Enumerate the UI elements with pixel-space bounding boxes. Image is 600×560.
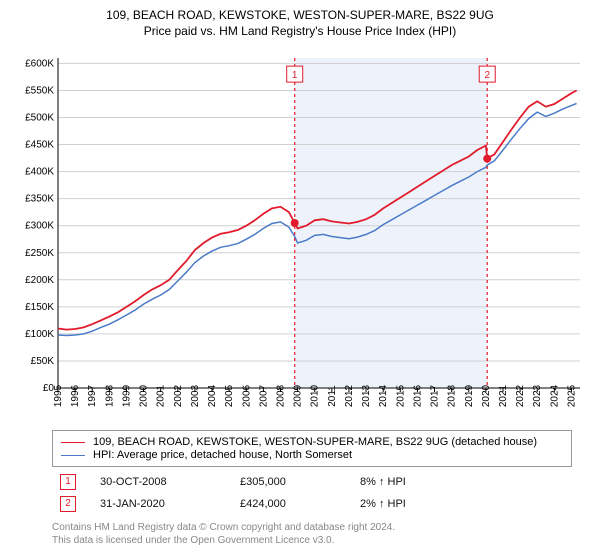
marker-row: 1 30-OCT-2008£305,0008% ↑ HPI <box>52 471 572 493</box>
y-tick-label: £350K <box>25 194 54 205</box>
y-tick-label: £100K <box>25 329 54 340</box>
y-tick-label: £450K <box>25 140 54 151</box>
legend-label: HPI: Average price, detached house, Nort… <box>93 449 352 461</box>
markers-table: 1 30-OCT-2008£305,0008% ↑ HPI 2 31-JAN-2020… <box>52 471 572 515</box>
y-tick-label: £600K <box>25 58 54 69</box>
legend-swatch <box>61 455 85 456</box>
line-chart-svg: £0£50K£100K£150K£200K£250K£300K£350K£400… <box>12 44 588 424</box>
legend-row: 109, BEACH ROAD, KEWSTOKE, WESTON-SUPER-… <box>61 436 563 448</box>
marker-delta: 2% ↑ HPI <box>352 493 572 515</box>
marker-price: £424,000 <box>232 493 352 515</box>
marker-price: £305,000 <box>232 471 352 493</box>
footer-attribution: Contains HM Land Registry data © Crown c… <box>52 521 588 547</box>
marker-icon: 2 <box>60 496 76 512</box>
y-tick-label: £300K <box>25 221 54 232</box>
marker-point <box>483 155 491 163</box>
y-tick-label: £550K <box>25 85 54 96</box>
legend-row: HPI: Average price, detached house, Nort… <box>61 449 563 461</box>
footer-line-2: This data is licensed under the Open Gov… <box>52 534 588 547</box>
marker-number: 2 <box>484 70 490 81</box>
marker-date: 30-OCT-2008 <box>92 471 232 493</box>
marker-number: 1 <box>292 70 298 81</box>
legend-label: 109, BEACH ROAD, KEWSTOKE, WESTON-SUPER-… <box>93 436 537 448</box>
legend: 109, BEACH ROAD, KEWSTOKE, WESTON-SUPER-… <box>52 430 572 467</box>
chart-area: £0£50K£100K£150K£200K£250K£300K£350K£400… <box>12 44 588 424</box>
title-line-2: Price paid vs. HM Land Registry's House … <box>12 24 588 38</box>
marker-icon-cell: 2 <box>52 493 92 515</box>
marker-delta: 8% ↑ HPI <box>352 471 572 493</box>
marker-point <box>291 219 299 227</box>
marker-icon-cell: 1 <box>52 471 92 493</box>
title-block: 109, BEACH ROAD, KEWSTOKE, WESTON-SUPER-… <box>12 8 588 38</box>
y-tick-label: £50K <box>31 356 55 367</box>
y-tick-label: £250K <box>25 248 54 259</box>
footer-line-1: Contains HM Land Registry data © Crown c… <box>52 521 588 534</box>
legend-swatch <box>61 442 85 443</box>
marker-icon: 1 <box>60 474 76 490</box>
marker-date: 31-JAN-2020 <box>92 493 232 515</box>
y-tick-label: £200K <box>25 275 54 286</box>
y-tick-label: £150K <box>25 302 54 313</box>
marker-row: 2 31-JAN-2020£424,0002% ↑ HPI <box>52 493 572 515</box>
chart-container: 109, BEACH ROAD, KEWSTOKE, WESTON-SUPER-… <box>0 0 600 551</box>
title-line-1: 109, BEACH ROAD, KEWSTOKE, WESTON-SUPER-… <box>12 8 588 22</box>
y-tick-label: £500K <box>25 113 54 124</box>
y-tick-label: £400K <box>25 167 54 178</box>
